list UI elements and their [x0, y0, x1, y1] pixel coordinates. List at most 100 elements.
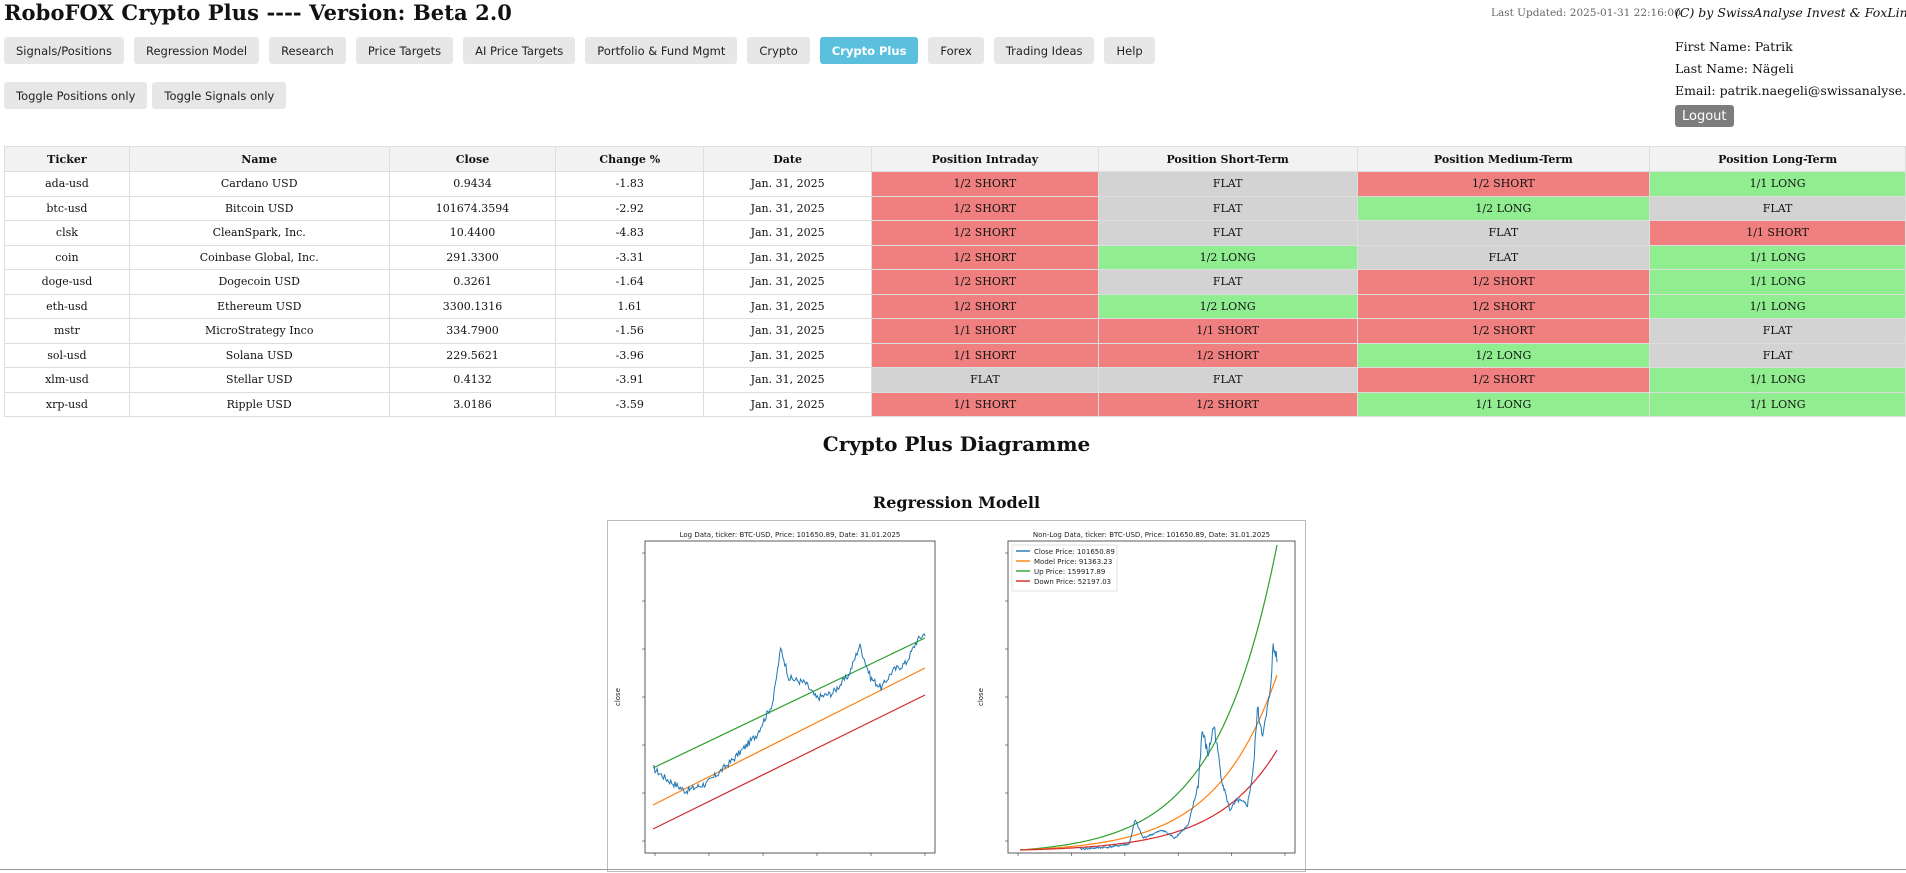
position-cell: 1/2 SHORT: [871, 195, 1099, 221]
toggle-bar: Toggle Positions only Toggle Signals onl…: [4, 82, 287, 109]
position-cell: 1/2 SHORT: [1097, 342, 1358, 368]
position-cell: 1/1 LONG: [1649, 244, 1906, 270]
nav-ai-price-targets[interactable]: AI Price Targets: [463, 37, 576, 64]
nav-trading-ideas[interactable]: Trading Ideas: [993, 37, 1095, 64]
position-cell: 1/1 LONG: [1649, 367, 1906, 393]
table-cell: Stellar USD: [128, 367, 390, 393]
toggle-signals-button[interactable]: Toggle Signals only: [152, 82, 287, 109]
table-row: clsk CleanSpark, Inc. 10.4400 -4.83 Jan. 31,…: [4, 220, 1906, 246]
table-cell: 291.3300: [388, 244, 557, 270]
table-cell: 334.7900: [388, 318, 557, 344]
email: Email: patrik.naegeli@swissanalyse.ch: [1675, 83, 1906, 98]
close-price-line: [652, 633, 926, 796]
regression-chart-image: Log Data, ticker: BTC-USD, Price: 101650…: [607, 520, 1306, 872]
position-cell: 1/2 SHORT: [871, 244, 1099, 270]
table-cell: Ripple USD: [128, 391, 390, 417]
legend-entry: Down Price: 52197.03: [1034, 578, 1111, 586]
table-cell: CleanSpark, Inc.: [128, 220, 390, 246]
table-cell: 0.3261: [388, 269, 557, 295]
table-body: ada-usd Cardano USD 0.9434 -1.83 Jan. 31, 20…: [4, 171, 1906, 417]
column-header[interactable]: Ticker: [4, 146, 130, 172]
first-name: First Name: Patrik: [1675, 39, 1793, 54]
position-cell: FLAT: [1097, 269, 1358, 295]
chart-title: Non-Log Data, ticker: BTC-USD, Price: 10…: [1033, 531, 1270, 539]
position-cell: 1/2 LONG: [1097, 293, 1358, 319]
nav-forex[interactable]: Forex: [928, 37, 984, 64]
nav-regression-model[interactable]: Regression Model: [133, 37, 260, 64]
table-row: eth-usd Ethereum USD 3300.1316 1.61 Jan. 31,…: [4, 293, 1906, 319]
logout-button[interactable]: Logout: [1675, 105, 1734, 127]
position-cell: 1/2 SHORT: [1356, 269, 1651, 295]
table-cell: -1.64: [555, 269, 705, 295]
column-header[interactable]: Position Short-Term: [1097, 146, 1358, 172]
nav-help[interactable]: Help: [1104, 37, 1155, 64]
table-cell: -1.83: [555, 171, 705, 197]
plot-area: [1007, 540, 1296, 854]
up-price-line: [652, 637, 926, 769]
nav-research[interactable]: Research: [269, 37, 346, 64]
position-cell: 1/2 SHORT: [1356, 293, 1651, 319]
nav-crypto[interactable]: Crypto: [747, 37, 810, 64]
table-cell: Coinbase Global, Inc.: [128, 244, 390, 270]
column-header[interactable]: Date: [703, 146, 873, 172]
position-cell: FLAT: [1097, 171, 1358, 197]
toggle-positions-button[interactable]: Toggle Positions only: [4, 82, 148, 109]
table-cell: -3.91: [555, 367, 705, 393]
table-cell: -2.92: [555, 195, 705, 221]
column-header[interactable]: Position Intraday: [871, 146, 1099, 172]
table-cell: 229.5621: [388, 342, 557, 368]
position-cell: 1/1 LONG: [1649, 293, 1906, 319]
table-cell: Jan. 31, 2025: [703, 269, 873, 295]
table-cell: Jan. 31, 2025: [703, 293, 873, 319]
main-nav: Signals/Positions Regression Model Resea…: [4, 37, 1155, 64]
page-title: RoboFOX Crypto Plus ---- Version: Beta 2…: [4, 0, 513, 25]
nav-crypto-plus[interactable]: Crypto Plus: [819, 37, 919, 64]
chart-title: Log Data, ticker: BTC-USD, Price: 101650…: [680, 531, 901, 539]
table-cell: 3300.1316: [388, 293, 557, 319]
table-cell: -3.59: [555, 391, 705, 417]
position-cell: FLAT: [1649, 342, 1906, 368]
table-row: xlm-usd Stellar USD 0.4132 -3.91 Jan. 31, 20…: [4, 367, 1906, 393]
position-cell: 1/1 LONG: [1649, 269, 1906, 295]
position-cell: 1/1 SHORT: [871, 391, 1099, 417]
table-cell: -3.31: [555, 244, 705, 270]
legend-entry: Close Price: 101650.89: [1034, 548, 1115, 556]
position-cell: FLAT: [1097, 195, 1358, 221]
table-row: sol-usd Solana USD 229.5621 -3.96 Jan. 31, 2…: [4, 342, 1906, 368]
nav-signals-positions[interactable]: Signals/Positions: [4, 37, 124, 64]
column-header[interactable]: Close: [388, 146, 557, 172]
position-cell: 1/1 SHORT: [1097, 318, 1358, 344]
table-cell: Jan. 31, 2025: [703, 244, 873, 270]
column-header[interactable]: Name: [128, 146, 390, 172]
column-header[interactable]: Position Medium-Term: [1356, 146, 1651, 172]
table-cell: xrp-usd: [4, 391, 130, 417]
table-row: doge-usd Dogecoin USD 0.3261 -1.64 Jan. 31, …: [4, 269, 1906, 295]
column-header[interactable]: Position Long-Term: [1649, 146, 1906, 172]
nav-price-targets[interactable]: Price Targets: [355, 37, 454, 64]
table-row: btc-usd Bitcoin USD 101674.3594 -2.92 Jan. 3…: [4, 195, 1906, 221]
table-row: xrp-usd Ripple USD 3.0186 -3.59 Jan. 31, 202…: [4, 391, 1906, 417]
table-cell: 101674.3594: [388, 195, 557, 221]
position-cell: FLAT: [1097, 367, 1358, 393]
position-cell: 1/2 SHORT: [1097, 391, 1358, 417]
position-cell: 1/2 SHORT: [871, 220, 1099, 246]
table-cell: Jan. 31, 2025: [703, 342, 873, 368]
table-cell: Jan. 31, 2025: [703, 367, 873, 393]
position-cell: 1/2 LONG: [1097, 244, 1358, 270]
table-cell: eth-usd: [4, 293, 130, 319]
table-row: coin Coinbase Global, Inc. 291.3300 -3.31 Ja…: [4, 244, 1906, 270]
position-cell: 1/1 LONG: [1649, 171, 1906, 197]
table-cell: 1.61: [555, 293, 705, 319]
table-cell: Jan. 31, 2025: [703, 318, 873, 344]
table-cell: 10.4400: [388, 220, 557, 246]
column-header[interactable]: Change %: [555, 146, 705, 172]
table-row: mstr MicroStrategy Inco 334.7900 -1.56 Jan. …: [4, 318, 1906, 344]
position-cell: FLAT: [1649, 318, 1906, 344]
table-header-row: Ticker Name Close Change % Date Position Intr…: [4, 146, 1906, 172]
nav-portfolio-fund-mgmt[interactable]: Portfolio & Fund Mgmt: [585, 37, 738, 64]
table-cell: MicroStrategy Inco: [128, 318, 390, 344]
position-cell: 1/2 SHORT: [1356, 171, 1651, 197]
y-axis-label: close: [977, 688, 985, 706]
table-cell: coin: [4, 244, 130, 270]
model-price-line: [652, 667, 926, 806]
